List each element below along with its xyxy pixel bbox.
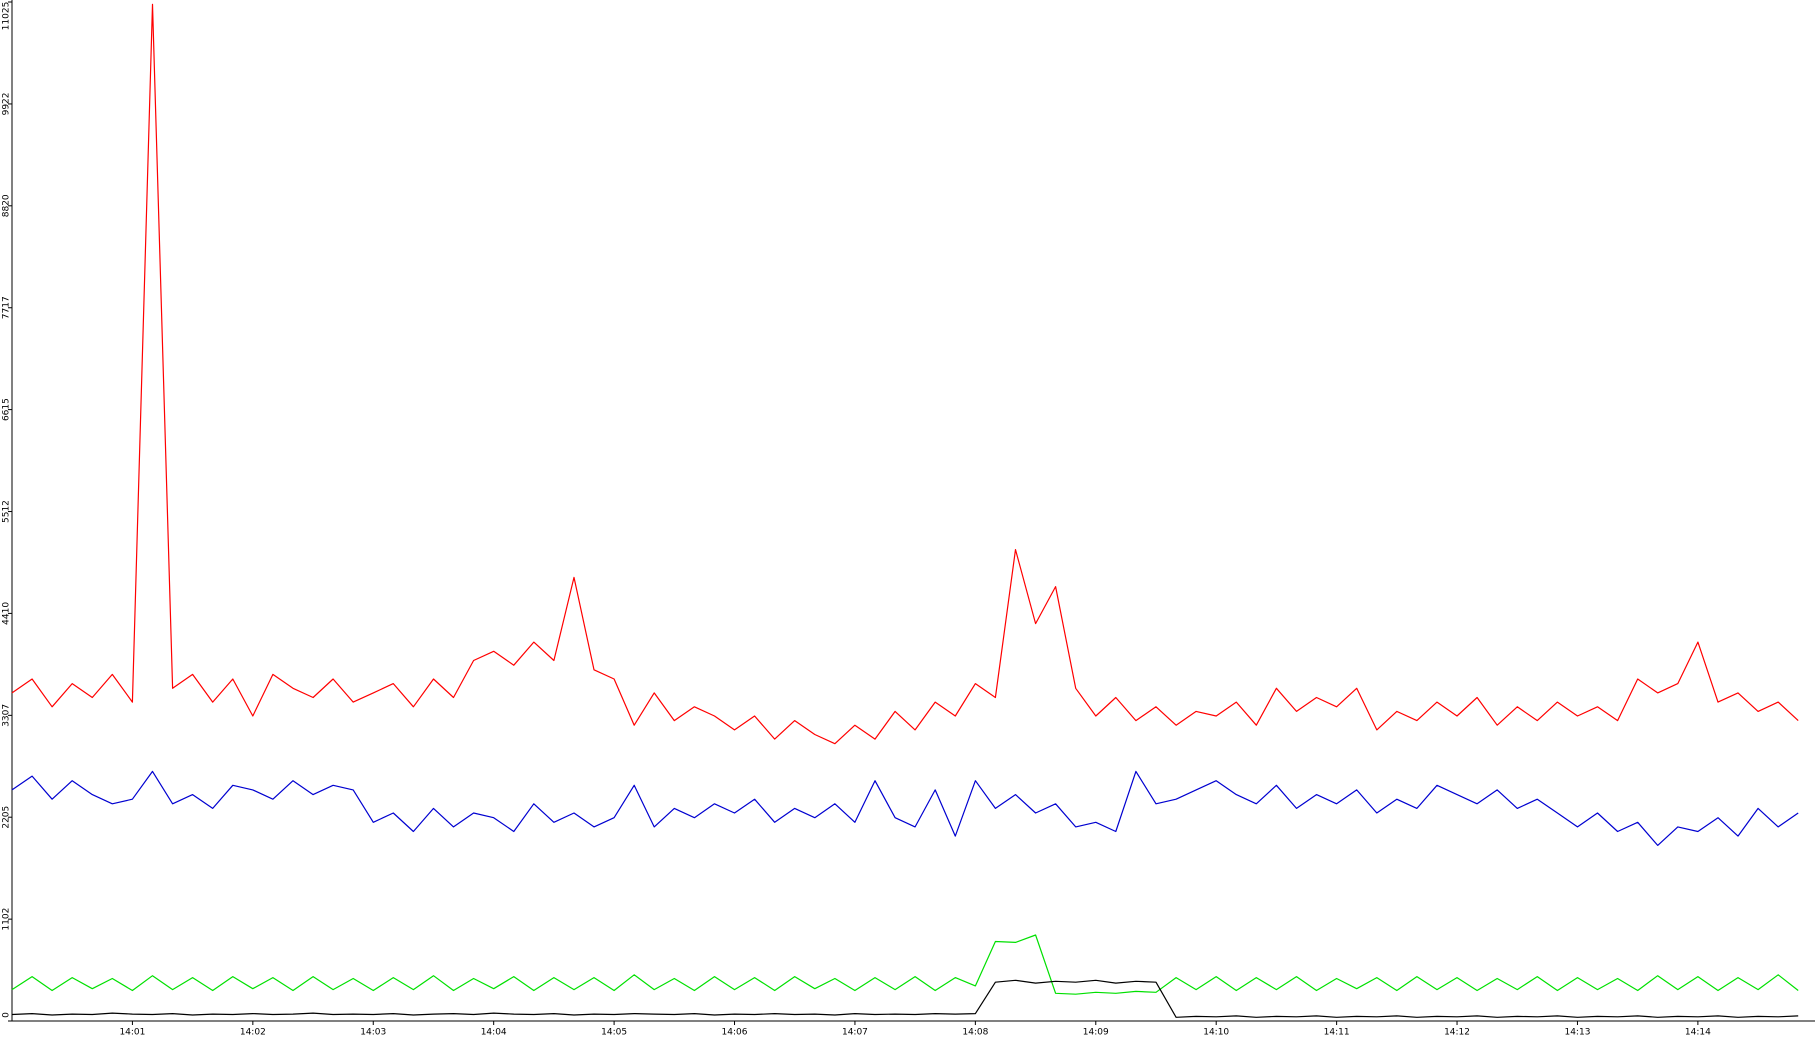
y-tick-label: 6615 (2, 398, 12, 421)
x-tick-label: 14:03 (360, 1028, 386, 1038)
x-tick-label: 14:09 (1083, 1028, 1109, 1038)
series-line (11, 934, 1799, 995)
series-line (11, 979, 1799, 1018)
x-tick-label: 14:02 (240, 1028, 266, 1038)
y-tick-label: 4410 (2, 602, 12, 625)
y-tick-label: 1102 (2, 908, 12, 931)
x-tick-label: 14:05 (601, 1028, 627, 1038)
x-tick-label: 14:01 (119, 1028, 145, 1038)
x-tick-label: 14:06 (722, 1028, 748, 1038)
series-line (11, 3, 1799, 745)
x-tick-label: 14:07 (842, 1028, 868, 1038)
x-tick-label: 14:12 (1444, 1028, 1470, 1038)
x-tick-label: 14:04 (481, 1028, 507, 1038)
y-tick-label: 8820 (2, 194, 12, 217)
y-tick-label: 7717 (2, 296, 12, 319)
y-tick-label: 9922 (2, 92, 12, 115)
y-tick-label: 2205 (2, 806, 12, 829)
x-tick-label: 14:08 (962, 1028, 988, 1038)
series-line (11, 770, 1799, 846)
x-tick-label: 14:11 (1324, 1028, 1350, 1038)
y-tick-label: 3307 (2, 704, 12, 727)
x-tick-label: 14:10 (1203, 1028, 1229, 1038)
x-tick-label: 14:14 (1685, 1028, 1711, 1038)
y-tick-label: 5512 (2, 500, 12, 523)
y-tick-label: 11025 (2, 2, 12, 31)
y-tick-label: 0 (2, 1012, 12, 1018)
x-tick-label: 14:13 (1564, 1028, 1590, 1038)
